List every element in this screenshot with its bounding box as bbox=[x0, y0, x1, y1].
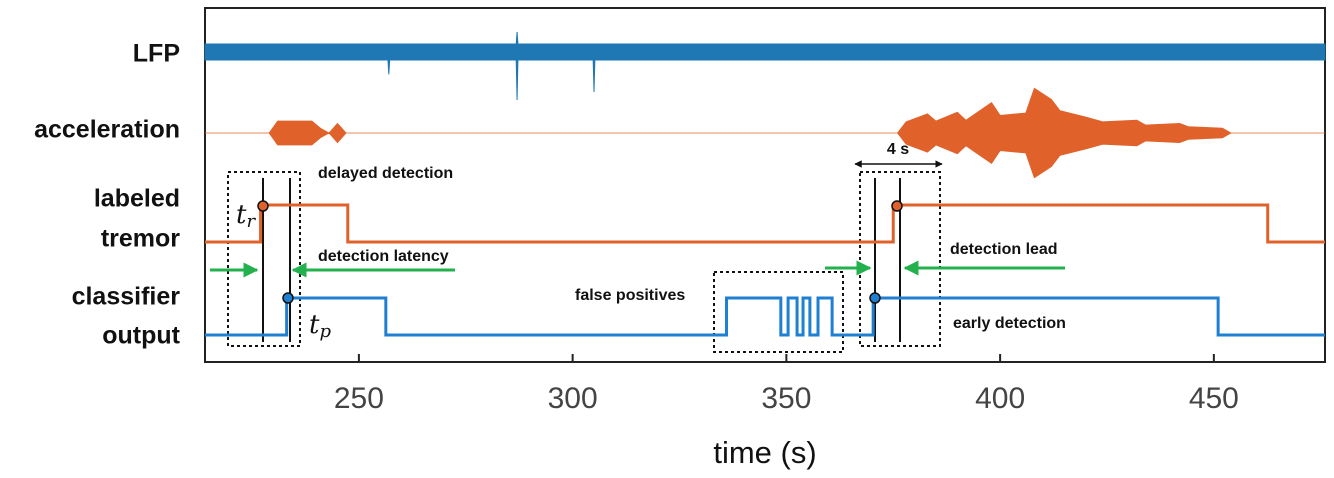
event-marker bbox=[282, 292, 294, 304]
lfp-trace bbox=[204, 31, 1326, 101]
row-label: LFP bbox=[133, 40, 180, 68]
dotted-box bbox=[859, 171, 941, 347]
annotation: delayed detection bbox=[318, 165, 453, 182]
annotation-shapes bbox=[210, 160, 1065, 353]
x-tick-label: 250 bbox=[334, 382, 384, 415]
annotation: 4 s bbox=[887, 141, 909, 158]
annotation: false positives bbox=[575, 287, 685, 304]
x-axis-label: time (s) bbox=[713, 435, 816, 470]
row-label: tremor bbox=[101, 225, 180, 253]
x-tick-label: 450 bbox=[1189, 382, 1239, 415]
step-trace bbox=[205, 203, 1325, 244]
row-label: output bbox=[102, 322, 180, 350]
row-label: acceleration bbox=[34, 116, 180, 144]
math-base: t bbox=[236, 200, 247, 230]
annotation: early detection bbox=[953, 315, 1066, 332]
step-trace bbox=[205, 296, 1325, 337]
math-sub: p bbox=[319, 321, 331, 342]
event-marker bbox=[891, 200, 903, 212]
dotted-box bbox=[227, 171, 301, 347]
math-label: tr bbox=[236, 200, 256, 232]
x-tick-label: 350 bbox=[761, 382, 811, 415]
math-label: tp bbox=[309, 310, 331, 342]
annotation: detection latency bbox=[318, 248, 449, 265]
event-marker bbox=[257, 200, 269, 212]
annotation: detection lead bbox=[950, 241, 1058, 258]
x-tick-label: 300 bbox=[548, 382, 598, 415]
row-label: classifier bbox=[72, 283, 181, 311]
row-label: labeled bbox=[94, 185, 180, 213]
dotted-box bbox=[713, 271, 844, 353]
acceleration-trace bbox=[205, 87, 1325, 179]
math-sub: r bbox=[246, 211, 256, 232]
plot-frame bbox=[204, 7, 1326, 363]
event-marker bbox=[869, 292, 881, 304]
x-tick-label: 400 bbox=[975, 382, 1025, 415]
math-base: t bbox=[309, 310, 320, 340]
